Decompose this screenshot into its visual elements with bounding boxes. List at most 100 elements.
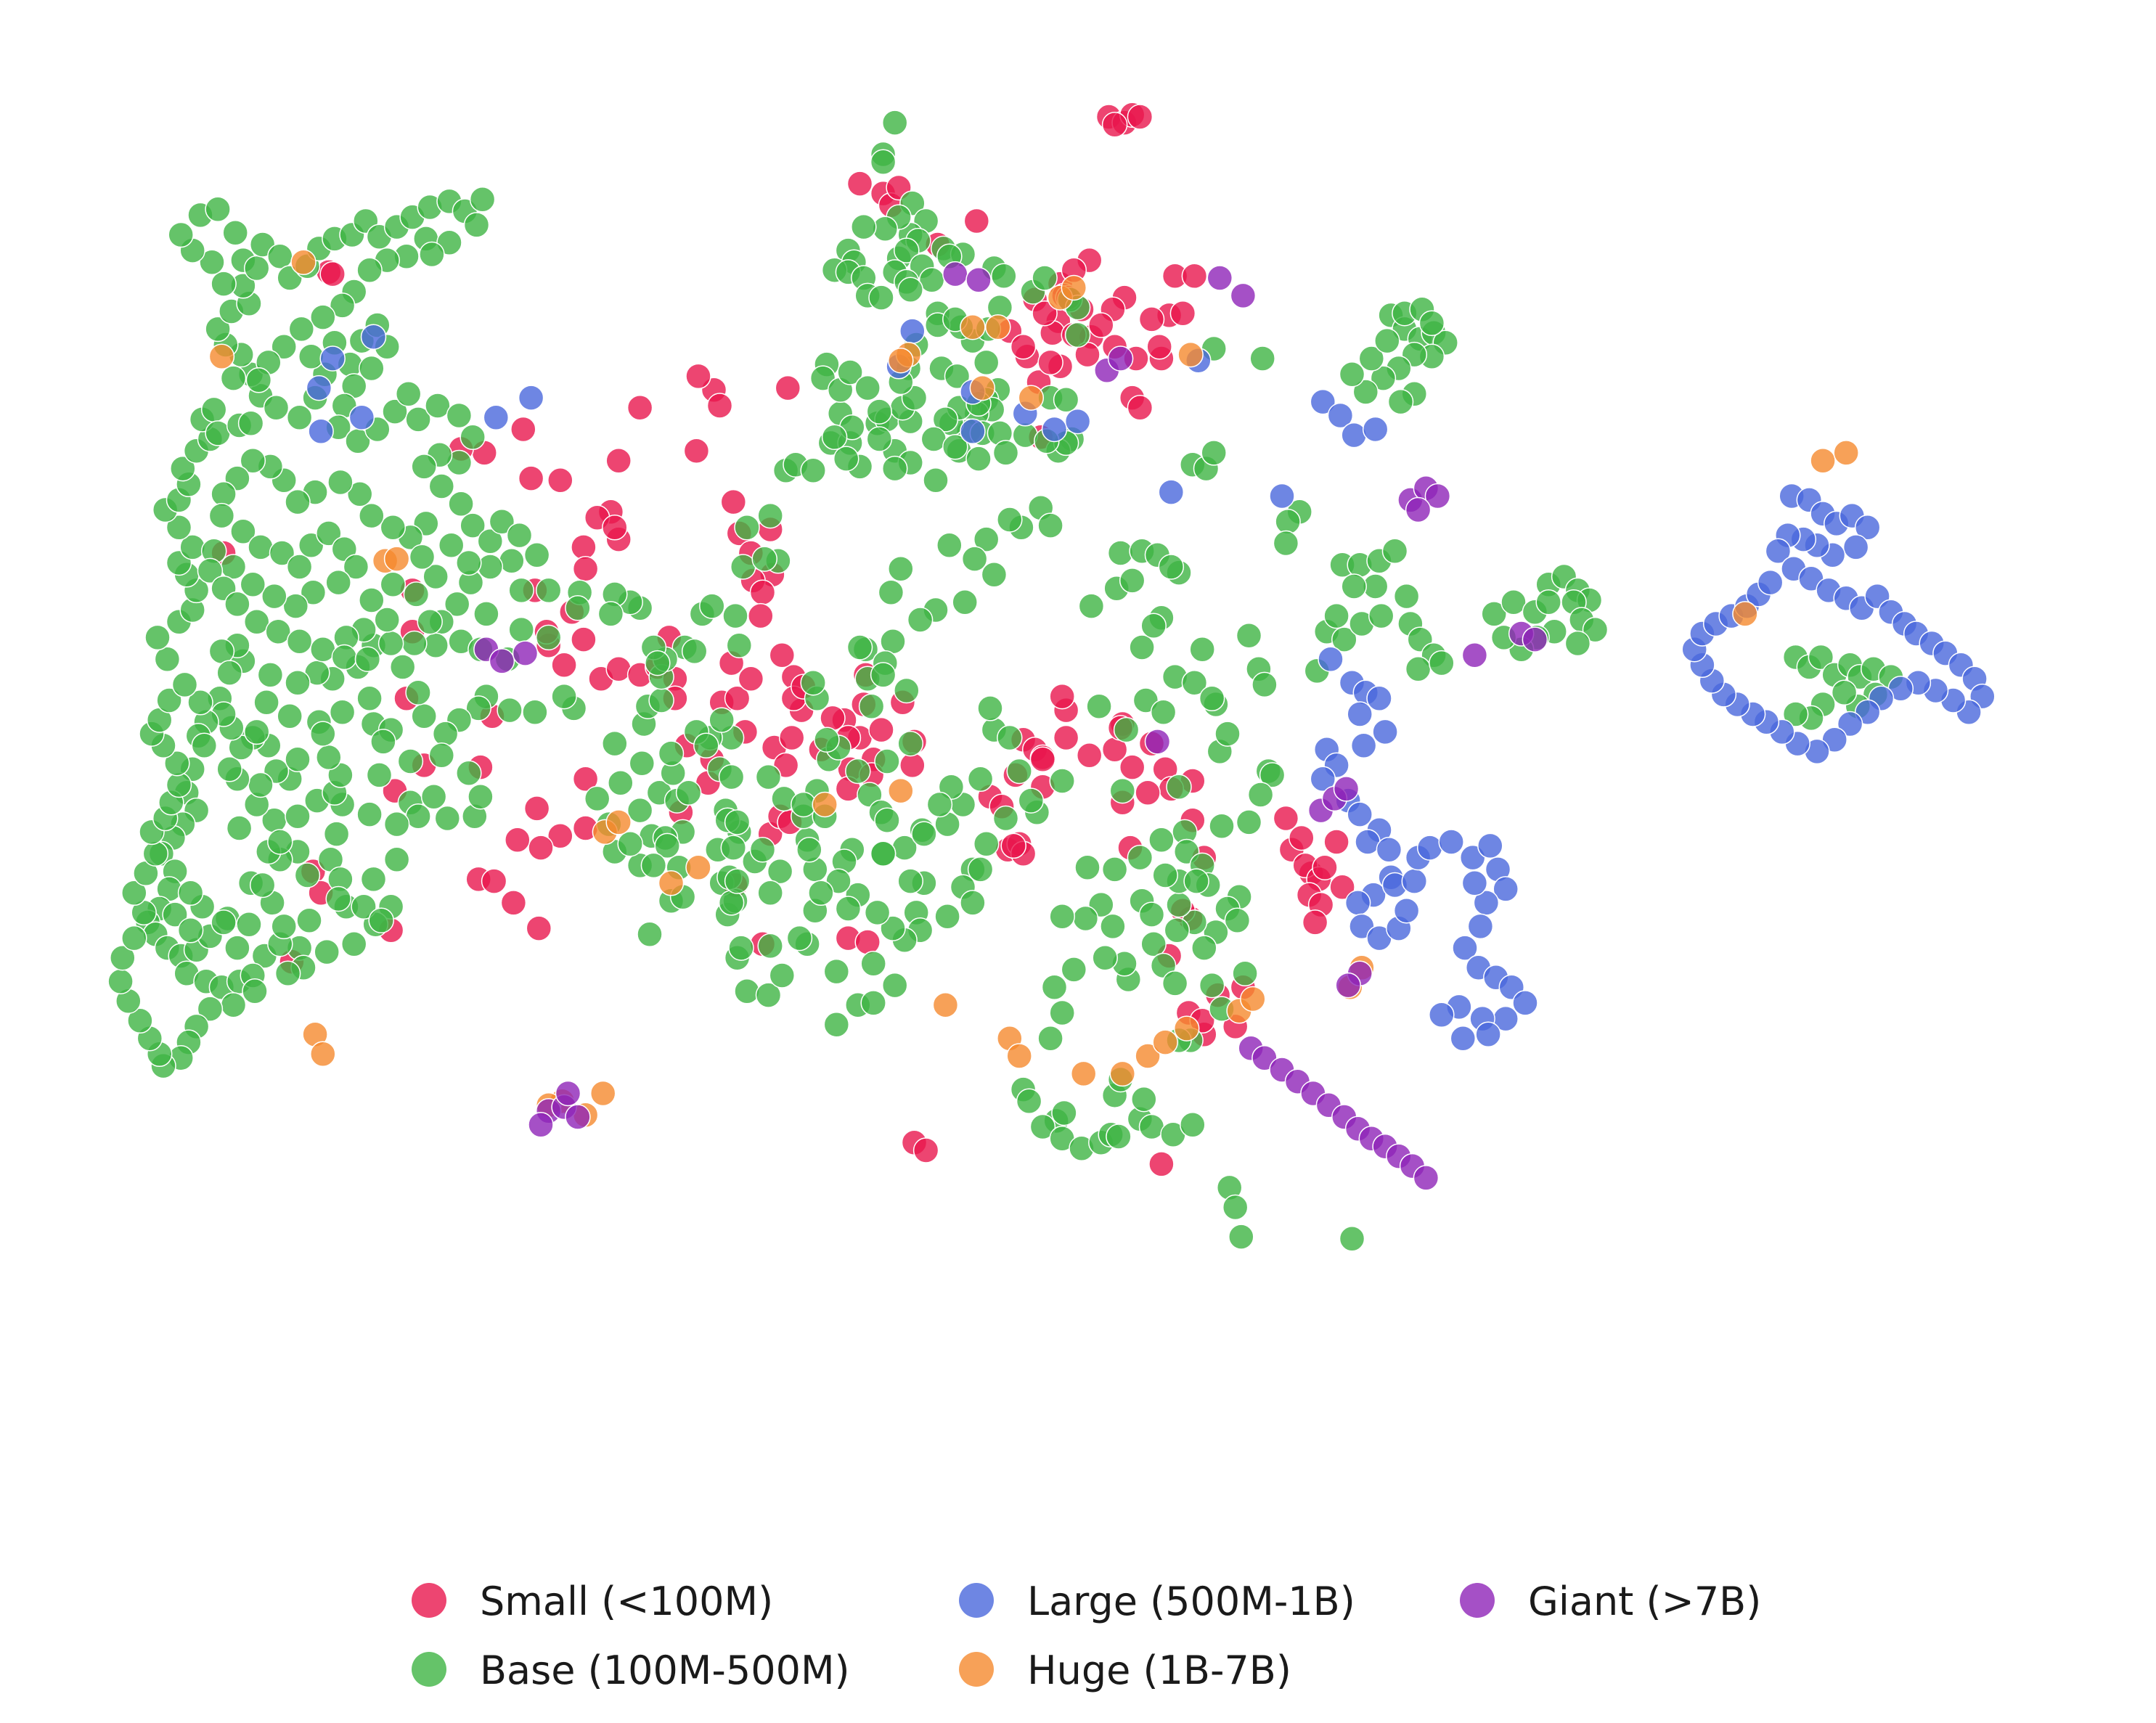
point-giant-0 [942, 261, 968, 287]
point-small-174 [481, 868, 507, 894]
point-base-613 [263, 394, 290, 421]
point-base-530 [110, 944, 136, 971]
point-base-332 [1012, 422, 1039, 449]
point-base-672 [300, 579, 327, 605]
point-base-475 [248, 772, 274, 798]
point-base-284 [757, 502, 783, 529]
point-base-70 [1405, 655, 1432, 682]
point-base-194 [881, 972, 908, 999]
point-base-75 [1251, 671, 1278, 698]
point-base-155 [1131, 1086, 1157, 1113]
point-base-137 [1072, 905, 1099, 932]
legend-label-huge: Huge (1B-7B) [1027, 1648, 1291, 1693]
point-base-60 [1341, 573, 1367, 599]
point-small-23 [1138, 306, 1165, 332]
point-base-305 [881, 455, 908, 482]
point-huge-38 [1810, 448, 1836, 474]
point-huge-28 [1240, 986, 1266, 1012]
point-base-163 [1339, 1226, 1365, 1252]
point-base-338 [973, 526, 1000, 552]
point-base-177 [977, 695, 1003, 721]
point-small-97 [820, 705, 846, 732]
point-huge-18 [888, 777, 914, 804]
point-base-400 [405, 679, 431, 705]
point-large-30 [1310, 766, 1336, 793]
point-large-51 [1493, 876, 1519, 902]
point-large-63 [1429, 1002, 1455, 1028]
point-base-282 [751, 546, 777, 572]
point-small-191 [854, 929, 881, 955]
point-large-1 [360, 324, 387, 350]
point-base-529 [107, 968, 134, 994]
point-small-182 [505, 827, 531, 854]
point-base-579 [205, 196, 231, 223]
point-base-96 [1199, 685, 1225, 712]
point-huge-21 [1006, 1043, 1032, 1069]
point-base-74 [1236, 622, 1262, 649]
point-base-452 [351, 893, 377, 920]
point-base-361 [648, 687, 674, 713]
point-base-531 [121, 925, 147, 951]
point-base-120 [1101, 856, 1128, 883]
point-base-644 [523, 541, 550, 568]
point-huge-1 [290, 249, 317, 276]
point-base-604 [356, 257, 383, 283]
point-large-18 [1327, 402, 1354, 429]
point-base-210 [755, 764, 782, 790]
point-base-219 [757, 880, 783, 906]
point-large-9 [1041, 416, 1068, 443]
point-small-118 [1076, 742, 1103, 769]
point-small-79 [551, 652, 577, 679]
point-base-117 [1183, 868, 1209, 894]
point-large-25 [1347, 701, 1373, 727]
point-base-172 [973, 830, 1000, 857]
point-base-162 [1228, 1224, 1254, 1250]
point-base-434 [383, 846, 410, 873]
point-base-198 [860, 990, 886, 1016]
point-base-665 [269, 540, 295, 566]
point-huge-35 [589, 1080, 616, 1107]
point-large-17 [1310, 388, 1336, 415]
point-large-35 [1376, 837, 1402, 863]
point-base-325 [1053, 387, 1079, 413]
point-giant-9 [1405, 496, 1432, 523]
point-large-99 [1837, 711, 1863, 737]
point-small-55 [605, 448, 632, 474]
point-base-648 [438, 532, 465, 558]
point-base-653 [346, 481, 373, 507]
point-huge-5 [985, 314, 1011, 340]
point-base-480 [243, 719, 270, 745]
point-large-59 [1512, 990, 1538, 1016]
point-base-196 [823, 1011, 850, 1038]
legend-marker-base [412, 1652, 446, 1687]
point-base-118 [1152, 862, 1178, 888]
point-base-193 [880, 915, 906, 941]
point-base-689 [359, 587, 385, 613]
point-base-358 [658, 740, 685, 766]
point-base-659 [240, 448, 266, 474]
point-small-37 [1032, 300, 1058, 327]
point-base-461 [249, 872, 276, 899]
point-base-141 [1049, 999, 1075, 1026]
point-huge-12 [383, 546, 410, 572]
point-base-311 [837, 359, 863, 385]
point-small-67 [720, 488, 747, 515]
point-base-340 [961, 546, 988, 572]
point-base-696 [1808, 644, 1834, 671]
point-base-485 [208, 638, 235, 665]
point-base-383 [417, 609, 443, 635]
point-base-630 [395, 380, 422, 407]
point-base-540 [164, 750, 190, 777]
point-base-410 [277, 703, 303, 729]
point-base-312 [854, 375, 881, 401]
point-giant-8 [1424, 483, 1451, 509]
point-base-654 [327, 469, 354, 496]
point-base-331 [992, 440, 1019, 466]
point-base-455 [314, 938, 340, 965]
point-base-707 [1782, 701, 1809, 727]
point-base-675 [240, 571, 266, 598]
point-base-638 [428, 473, 455, 499]
point-base-645 [499, 548, 525, 574]
series-base [107, 110, 1904, 1252]
point-base-102 [1209, 813, 1235, 840]
